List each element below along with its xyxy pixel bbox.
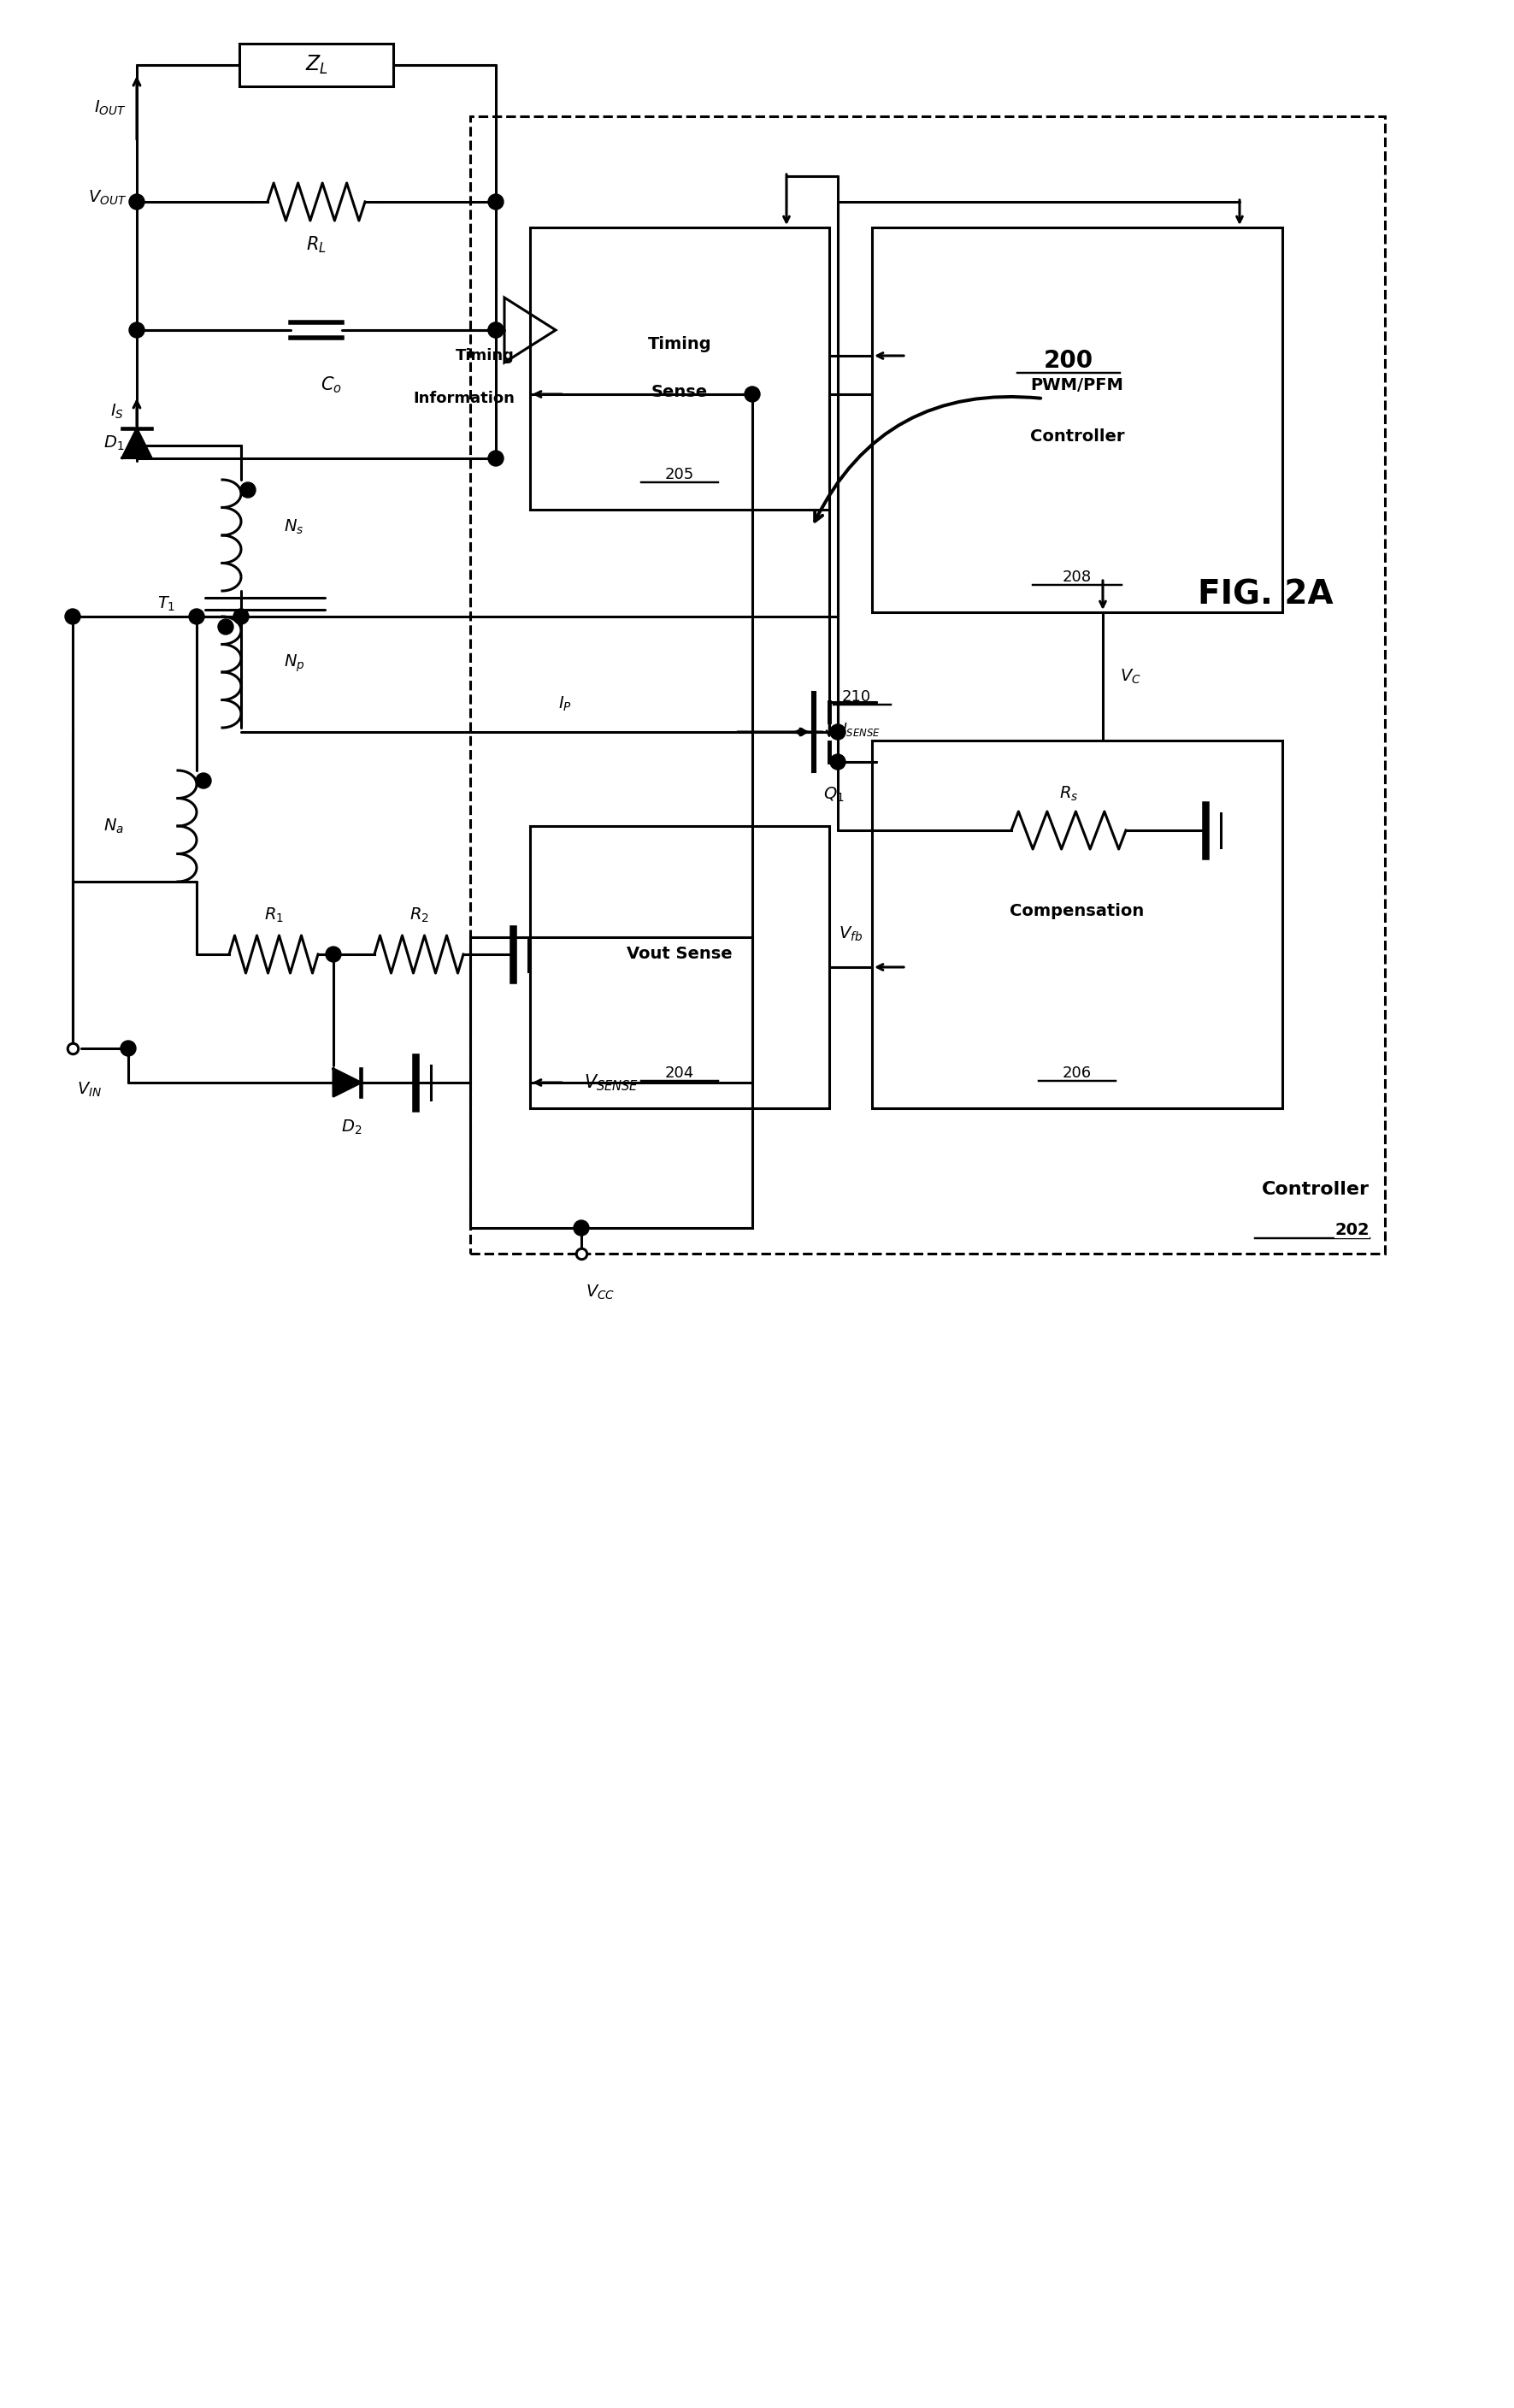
Text: $R_L$: $R_L$ [306,234,327,255]
Polygon shape [123,429,151,458]
Text: $N_s$: $N_s$ [283,518,304,537]
Circle shape [830,754,845,771]
Text: $I_{OUT}$: $I_{OUT}$ [94,99,127,118]
Bar [530,226,830,510]
Text: $D_1$: $D_1$ [103,433,124,453]
Text: $N_p$: $N_p$ [283,653,304,674]
Text: $V_{fb}$: $V_{fb}$ [839,925,863,944]
Bar [530,826,830,1108]
Text: Compensation: Compensation [1010,903,1145,920]
Text: $V_{CC}$: $V_{CC}$ [586,1283,615,1303]
Circle shape [488,323,504,337]
Text: FIG. 2A: FIG. 2A [1198,578,1332,612]
Text: Controller: Controller [1261,1180,1370,1199]
Text: $I_P$: $I_P$ [559,696,572,713]
Bar [872,226,1282,612]
Text: 208: 208 [1063,571,1092,585]
Text: 206: 206 [1063,1064,1092,1081]
Text: $I_{SENSE}$: $I_{SENSE}$ [842,720,881,737]
Text: $V_{IN}$: $V_{IN}$ [77,1081,101,1098]
Circle shape [233,609,248,624]
Circle shape [830,725,845,739]
Text: Information: Information [413,390,515,407]
Text: $R_2$: $R_2$ [409,905,428,925]
Bar [471,937,752,1228]
Text: $T_1$: $T_1$ [157,595,176,612]
Text: $N_a$: $N_a$ [103,816,124,836]
Text: $I_S$: $I_S$ [111,402,124,421]
Text: Controller: Controller [1030,429,1125,445]
Circle shape [326,946,341,963]
Circle shape [488,450,504,467]
Circle shape [488,195,504,209]
Circle shape [121,1040,136,1057]
Circle shape [241,482,256,498]
Circle shape [189,609,204,624]
Text: 204: 204 [665,1064,695,1081]
Circle shape [745,388,760,402]
Text: 202: 202 [1335,1221,1370,1238]
Text: $C_o$: $C_o$ [321,376,342,395]
Text: PWM/PFM: PWM/PFM [1031,378,1123,395]
Text: $V_{OUT}$: $V_{OUT}$ [88,188,127,207]
Polygon shape [333,1069,360,1096]
Bar [239,43,394,87]
Text: 210: 210 [842,689,871,706]
Text: Timing: Timing [648,337,712,352]
Circle shape [65,609,80,624]
Text: $Z_L$: $Z_L$ [304,53,329,77]
Text: Sense: Sense [651,385,709,400]
Circle shape [129,195,144,209]
Text: $Q_1$: $Q_1$ [824,785,845,804]
Text: 205: 205 [665,467,695,482]
Text: $V_C$: $V_C$ [1120,667,1142,686]
Circle shape [129,323,144,337]
Text: $R_s$: $R_s$ [1060,785,1078,802]
Text: Vout Sense: Vout Sense [627,946,733,963]
Bar [872,742,1282,1108]
Text: $D_2$: $D_2$ [341,1117,362,1137]
Circle shape [218,619,233,633]
Text: 200: 200 [1043,349,1093,373]
Text: $V_{SENSE}$: $V_{SENSE}$ [584,1072,639,1093]
Circle shape [574,1221,589,1235]
Text: Timing: Timing [456,349,515,364]
Text: $R_1$: $R_1$ [263,905,283,925]
Circle shape [195,773,210,787]
Circle shape [488,323,504,337]
Bar [471,116,1385,1255]
